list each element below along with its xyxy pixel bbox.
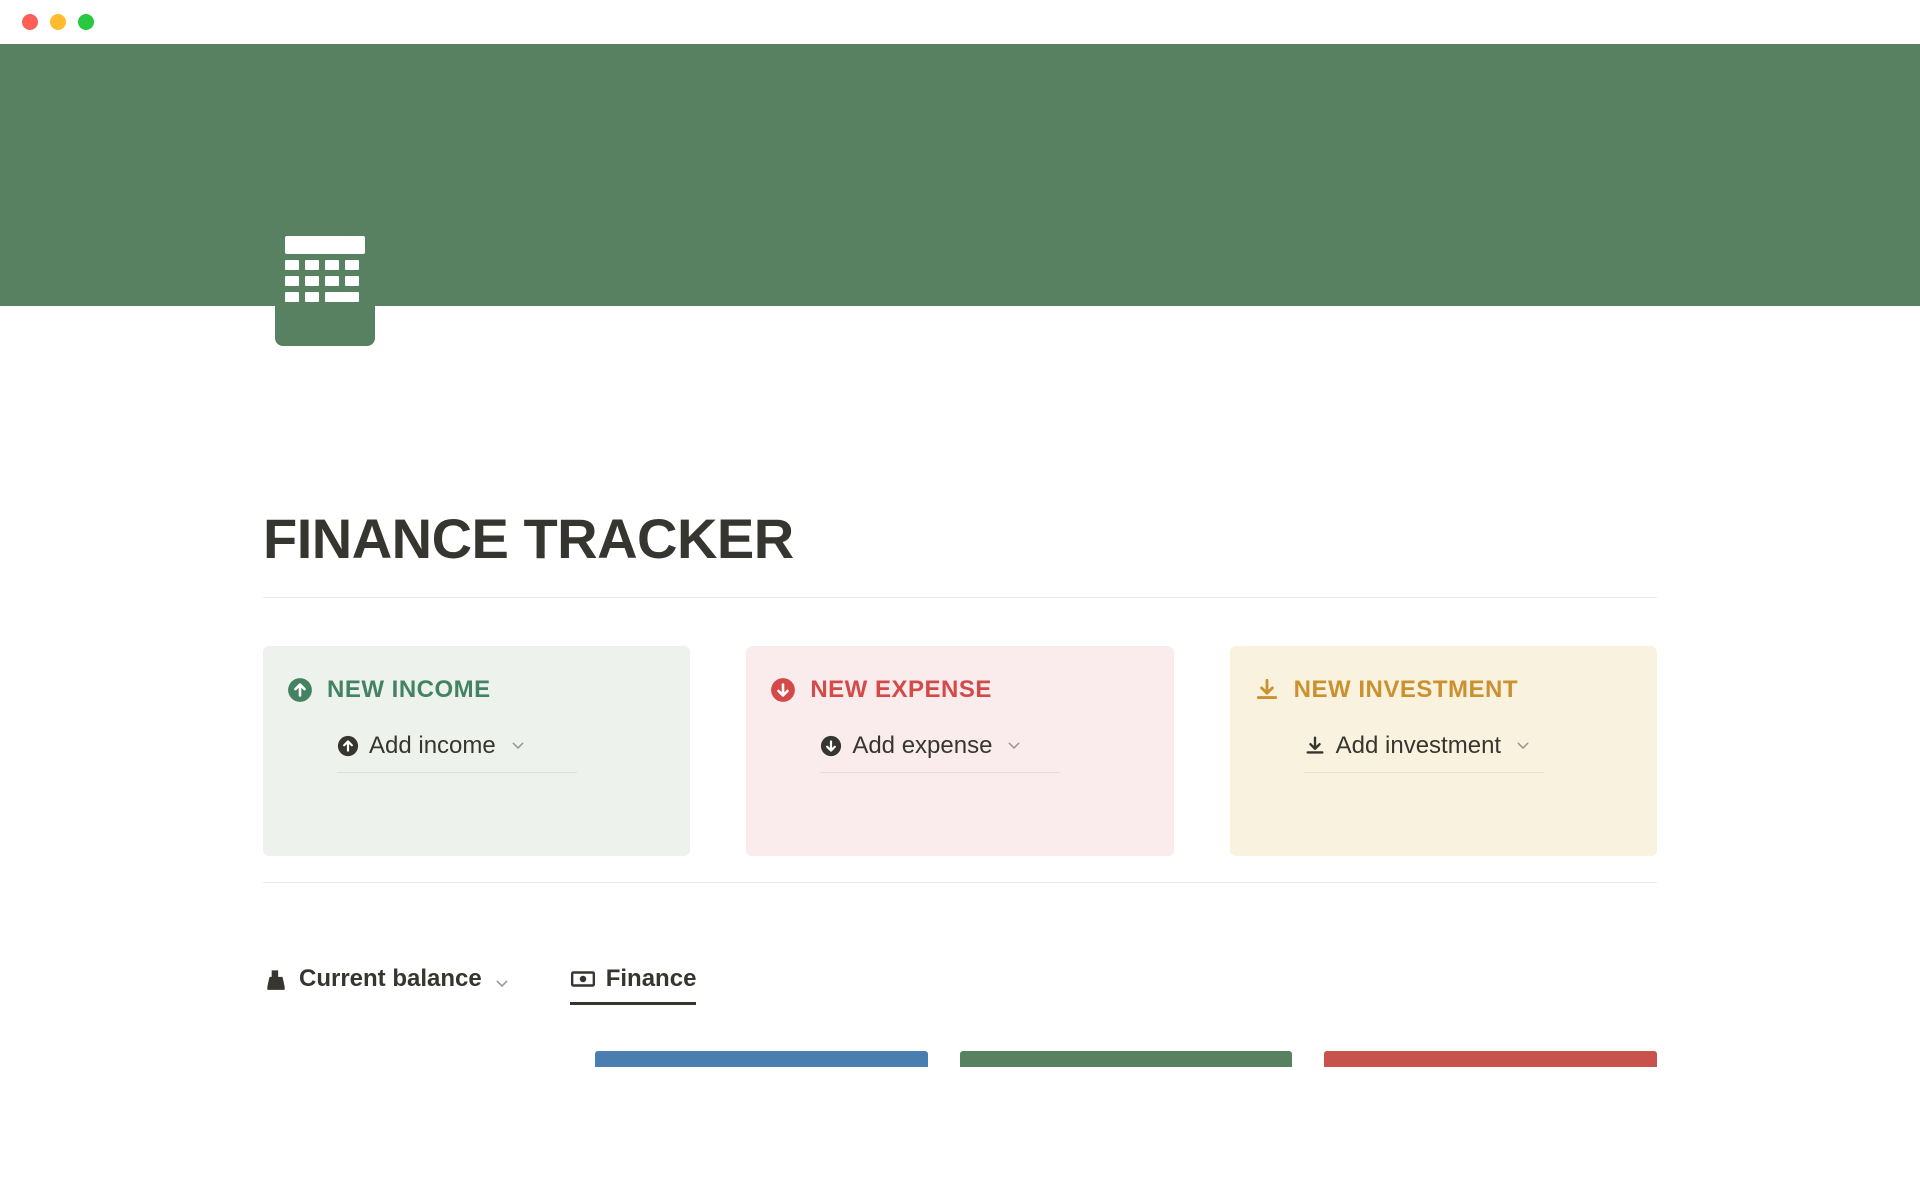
view-tabs: Current balance Finance <box>245 965 1675 1003</box>
add-income-label: Add income <box>369 732 496 760</box>
add-income-button[interactable]: Add income <box>337 732 577 773</box>
chevron-down-icon[interactable] <box>1006 738 1022 754</box>
window-chrome <box>0 0 1920 44</box>
add-expense-label: Add expense <box>852 732 992 760</box>
card-income: NEW INCOME Add income <box>263 646 690 856</box>
divider <box>263 882 1657 883</box>
add-investment-label: Add investment <box>1336 732 1501 760</box>
arrow-up-circle-icon <box>337 735 359 757</box>
tab-finance[interactable]: Finance <box>570 965 697 1003</box>
card-heading-income: NEW INCOME <box>287 676 666 704</box>
card-heading-label: NEW INCOME <box>327 676 491 704</box>
traffic-close-icon[interactable] <box>22 14 38 30</box>
active-tab-underline <box>570 1002 697 1005</box>
download-icon <box>1304 735 1326 757</box>
card-heading-label: NEW EXPENSE <box>810 676 992 704</box>
traffic-zoom-icon[interactable] <box>78 14 94 30</box>
card-investment: NEW INVESTMENT Add investment <box>1230 646 1657 856</box>
add-expense-button[interactable]: Add expense <box>820 732 1060 773</box>
page-title[interactable]: FINANCE TRACKER <box>245 306 1675 571</box>
calculator-icon <box>275 226 375 346</box>
content-card-preview[interactable] <box>1324 1051 1657 1067</box>
arrow-down-circle-icon <box>820 735 842 757</box>
chevron-down-icon[interactable] <box>1515 738 1531 754</box>
tab-balance[interactable]: Current balance <box>263 965 510 1003</box>
page-icon[interactable] <box>275 226 375 346</box>
money-bill-icon <box>570 966 596 992</box>
content-card-preview[interactable] <box>960 1051 1293 1067</box>
traffic-minimize-icon[interactable] <box>50 14 66 30</box>
arrow-up-circle-icon <box>287 677 313 703</box>
tab-label: Finance <box>606 965 697 993</box>
card-heading-investment: NEW INVESTMENT <box>1254 676 1633 704</box>
content-preview-bars <box>245 1003 1675 1067</box>
page-content: FINANCE TRACKER NEW INCOMEAdd incomeNEW … <box>245 306 1675 1067</box>
content-card-preview[interactable] <box>595 1051 928 1067</box>
chevron-down-icon[interactable] <box>494 971 510 987</box>
card-heading-label: NEW INVESTMENT <box>1294 676 1518 704</box>
chevron-down-icon[interactable] <box>510 738 526 754</box>
cash-register-icon <box>263 966 289 992</box>
add-investment-button[interactable]: Add investment <box>1304 732 1544 773</box>
card-heading-expense: NEW EXPENSE <box>770 676 1149 704</box>
card-expense: NEW EXPENSE Add expense <box>746 646 1173 856</box>
tab-label: Current balance <box>299 965 482 993</box>
action-cards: NEW INCOME Add income NEW EXPENSE Add expen… <box>245 598 1675 856</box>
download-icon <box>1254 677 1280 703</box>
arrow-down-circle-icon <box>770 677 796 703</box>
